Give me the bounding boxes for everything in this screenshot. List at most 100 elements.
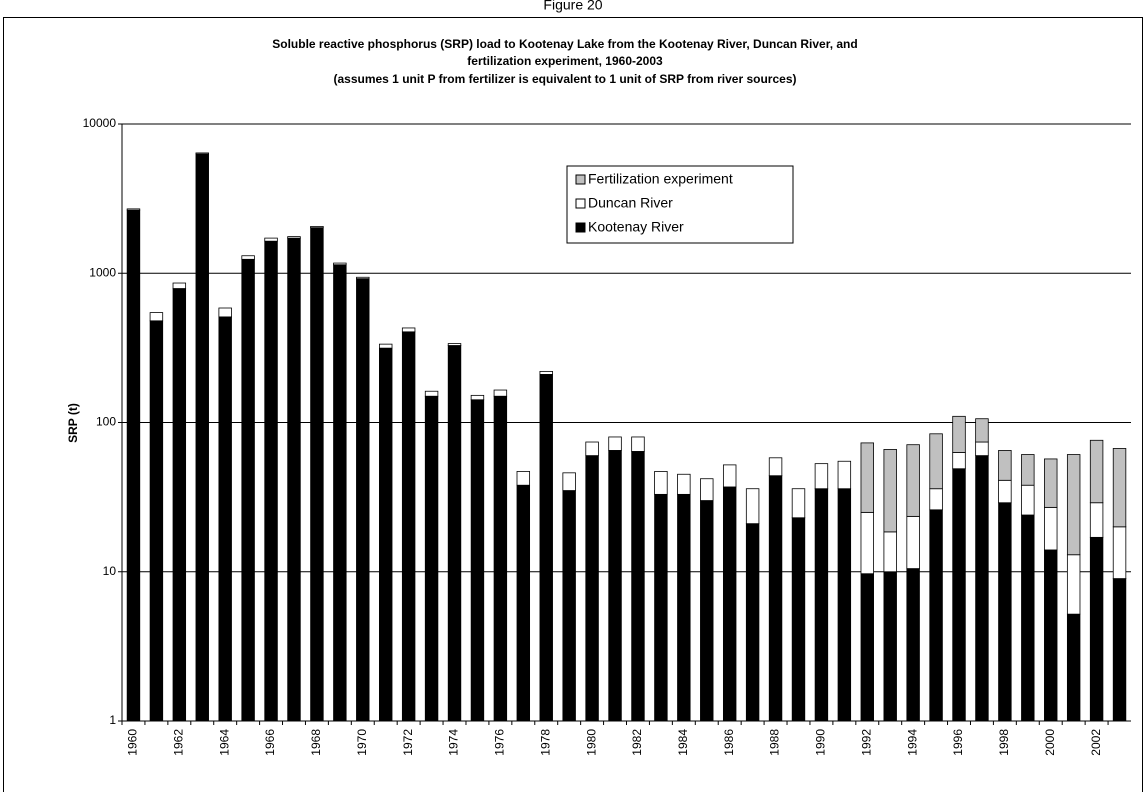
bar-segment: [241, 255, 255, 260]
bar-segment: [333, 262, 347, 266]
x-tick-label: 1976: [493, 729, 507, 756]
x-tick-label: 2002: [1089, 729, 1103, 756]
bar-segment: [539, 374, 553, 722]
bar-segment: [700, 500, 714, 722]
bar-segment: [906, 515, 920, 569]
bar-segment: [1089, 502, 1104, 538]
bar-segment: [1112, 448, 1127, 528]
bar-segment: [906, 568, 920, 722]
bar-segment: [654, 493, 668, 722]
bar-segment: [975, 418, 989, 443]
legend-label: Duncan River: [588, 195, 673, 211]
x-tick-label: 1966: [263, 729, 277, 756]
x-tick-label: 1970: [355, 729, 369, 756]
bar-segment: [952, 468, 966, 722]
y-axis-label: SRP (t): [66, 403, 80, 443]
y-tick-label: 10: [103, 564, 117, 578]
bar-segment: [1112, 578, 1127, 722]
bar-segment: [883, 571, 897, 722]
bar-segment: [516, 471, 531, 486]
legend-box: [566, 165, 794, 244]
bar-segment: [722, 486, 737, 722]
bar-segment: [562, 490, 576, 722]
bar-segment: [401, 327, 416, 333]
bar-segment: [860, 442, 874, 513]
bar-segment: [379, 347, 393, 722]
bar-segment: [975, 455, 989, 722]
bar-segment: [195, 152, 209, 155]
bar-segment: [791, 517, 806, 722]
bar-segment: [333, 264, 347, 722]
bar-segment: [883, 449, 897, 533]
bar-segment: [998, 450, 1012, 481]
bar-segment: [195, 153, 209, 722]
bar-segment: [814, 463, 829, 490]
bar-segment: [1089, 439, 1104, 504]
bar-segment: [379, 343, 393, 349]
bar-segment: [241, 258, 255, 722]
bar-segment: [126, 208, 141, 211]
x-tick-label: 1984: [676, 729, 690, 756]
bar-segment: [768, 457, 783, 477]
chart-subtitle: (assumes 1 unit P from fertilizer is equ…: [333, 72, 796, 86]
x-tick-label: 1974: [447, 729, 461, 756]
y-tick-label: 1000: [89, 265, 116, 279]
bar-segment: [1089, 536, 1104, 722]
x-tick-label: 1980: [584, 729, 598, 756]
bar-segment: [1021, 454, 1035, 486]
bar-segment: [860, 511, 874, 575]
bar-segment: [516, 484, 531, 722]
bar-segment: [356, 276, 370, 280]
x-tick-label: 1990: [814, 729, 828, 756]
bar-segment: [608, 436, 622, 451]
bar-segment: [814, 488, 829, 722]
bar-segment: [585, 441, 599, 457]
bar-segment: [837, 460, 852, 490]
x-tick-label: 1994: [905, 729, 919, 756]
x-tick-label: 1988: [768, 729, 782, 756]
bar-segment: [1044, 506, 1058, 551]
bar-segment: [975, 441, 989, 457]
bar-segment: [700, 478, 714, 501]
legend-swatch: [575, 174, 586, 185]
x-tick-label: 1962: [172, 729, 186, 756]
chart-title: Soluble reactive phosphorus (SRP) load t…: [272, 37, 857, 51]
x-tick-label: 2000: [1043, 729, 1057, 756]
bar-segment: [722, 464, 737, 488]
bar-segment: [310, 226, 324, 229]
bar-segment: [1044, 458, 1058, 508]
bar-segment: [493, 389, 508, 397]
bar-segment: [1044, 549, 1058, 722]
y-tick-label: 1: [109, 713, 116, 727]
x-tick-label: 1986: [722, 729, 736, 756]
bar-segment: [654, 471, 668, 495]
bar-segment: [218, 307, 232, 318]
bar-segment: [677, 493, 691, 722]
bar-segment: [310, 227, 324, 722]
x-tick-label: 1960: [126, 729, 140, 756]
bar-segment: [1112, 526, 1127, 579]
bar-segment: [745, 523, 760, 722]
bar-segment: [447, 343, 462, 346]
bar-segment: [424, 390, 439, 397]
bar-segment: [906, 444, 920, 517]
bar-segment: [768, 475, 783, 722]
x-tick-label: 1968: [309, 729, 323, 756]
frame: [3, 17, 1143, 792]
legend-label: Kootenay River: [588, 219, 684, 235]
bar-segment: [493, 395, 508, 722]
bar-segment: [172, 282, 187, 289]
bar-segment: [1066, 554, 1081, 615]
bar-segment: [447, 345, 462, 722]
legend-swatch: [575, 222, 586, 233]
bar-segment: [677, 473, 691, 495]
bar-segment: [952, 415, 966, 453]
bar-segment: [608, 450, 622, 722]
bar-segment: [998, 479, 1012, 504]
bar-segment: [149, 320, 164, 722]
legend-swatch: [575, 198, 586, 209]
x-tick-label: 1998: [997, 729, 1011, 756]
y-tick-label: 10000: [83, 116, 117, 130]
bar-segment: [929, 488, 943, 511]
